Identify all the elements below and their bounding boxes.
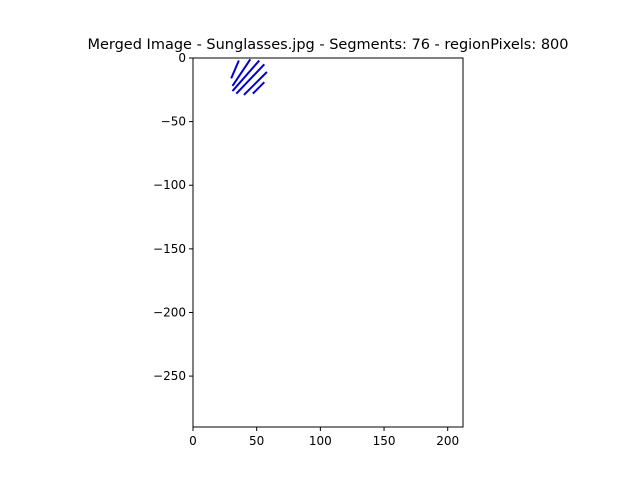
y-tick-label: 0 — [178, 51, 186, 65]
chart-title: Merged Image - Sunglasses.jpg - Segments… — [87, 37, 568, 53]
axis-ticks: 0 50 100 150 200 0 −50 −100 −150 −200 −250 — [153, 51, 459, 448]
segment-line-5 — [252, 81, 266, 95]
segment-line-3 — [235, 63, 266, 95]
y-tick-label: −50 — [161, 115, 186, 129]
x-tick-label: 0 — [189, 434, 197, 448]
x-tick-label: 200 — [436, 434, 459, 448]
y-tick-label: −250 — [153, 369, 186, 383]
segment-line-1 — [231, 58, 252, 87]
plot-area — [230, 58, 268, 96]
segment-line-4 — [243, 71, 268, 96]
axes-frame — [192, 57, 464, 428]
segment-line-0 — [230, 60, 240, 79]
segment-line-2 — [231, 59, 260, 92]
x-tick-label: 150 — [373, 434, 396, 448]
y-tick-label: −200 — [153, 305, 186, 319]
y-tick-label: −150 — [153, 242, 186, 256]
x-tick-label: 50 — [249, 434, 264, 448]
y-tick-label: −100 — [153, 178, 186, 192]
x-tick-label: 100 — [309, 434, 332, 448]
